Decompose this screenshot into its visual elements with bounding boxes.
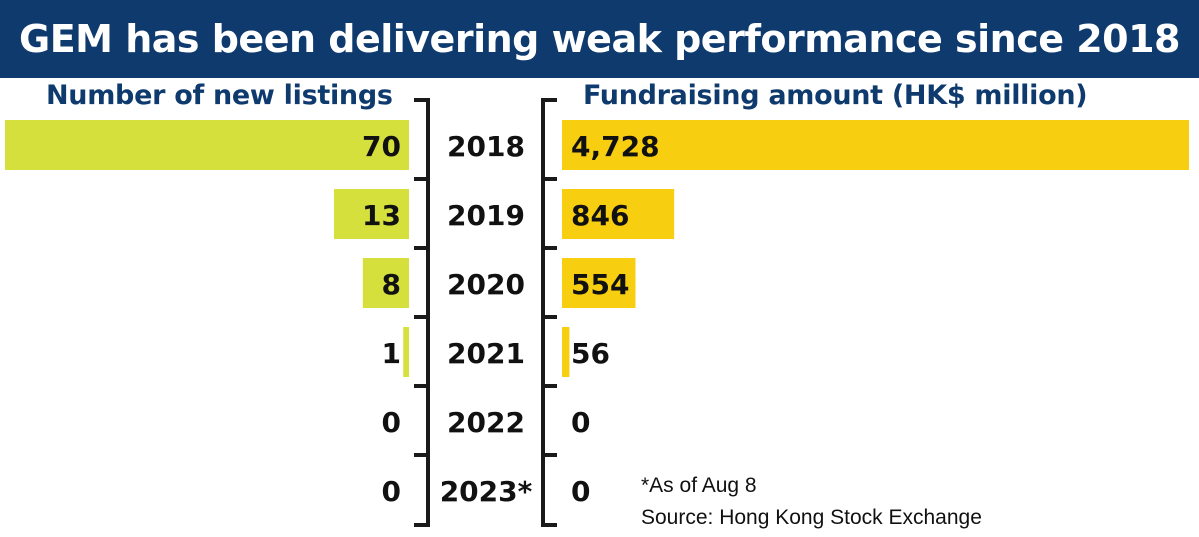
footnote: *As of Aug 8: [641, 474, 757, 497]
listings-value-label: 13: [362, 199, 401, 232]
fundraising-bar: [562, 189, 675, 239]
source-note: Source: Hong Kong Stock Exchange: [641, 506, 982, 529]
year-label: 2018: [447, 130, 525, 163]
title-bar: GEM has been delivering weak performance…: [0, 0, 1199, 78]
fundraising-value-label: 56: [571, 337, 610, 370]
fundraising-header: Fundraising amount (HK$ million): [583, 80, 1088, 111]
year-label: 2019: [447, 199, 525, 232]
year-label: 2023*: [440, 475, 533, 508]
listings-bar: [5, 120, 409, 170]
listings-value-label: 0: [382, 475, 401, 508]
listings-value-label: 1: [382, 337, 401, 370]
fundraising-bar: [562, 258, 636, 308]
fundraising-value-label: 4,728: [571, 130, 660, 163]
listings-bar: [333, 189, 409, 239]
fundraising-value-label: 846: [571, 199, 629, 232]
listings-value-label: 70: [362, 130, 401, 163]
year-label: 2020: [447, 268, 525, 301]
year-label: 2021: [447, 337, 525, 370]
fundraising-value-label: 0: [571, 406, 590, 439]
listings-bar: [362, 258, 409, 308]
listings-header: Number of new listings: [46, 80, 393, 111]
chart-title: GEM has been delivering weak performance…: [19, 17, 1181, 61]
year-label: 2022: [447, 406, 525, 439]
listings-value-label: 8: [382, 268, 401, 301]
listings-bar: [403, 327, 409, 377]
fundraising-bar: [562, 120, 1189, 170]
fundraising-value-label: 554: [571, 268, 629, 301]
listings-value-label: 0: [382, 406, 401, 439]
fundraising-value-label: 0: [571, 475, 590, 508]
fundraising-bar: [562, 327, 570, 377]
